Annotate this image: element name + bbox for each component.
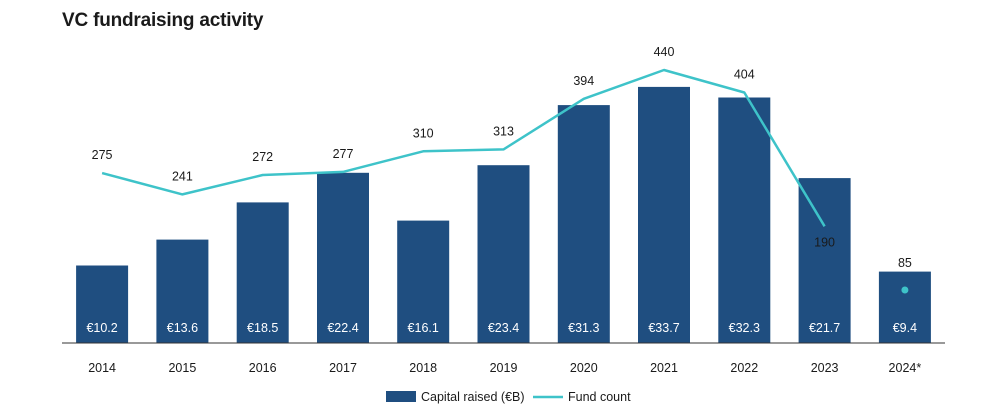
fund-count-label: 440 [654, 45, 675, 59]
bar-2015 [156, 239, 209, 343]
fund-count-label: 275 [92, 148, 113, 162]
bar-2014 [76, 265, 129, 343]
bar-2023 [798, 178, 851, 343]
bar-value-label: €13.6 [167, 321, 198, 335]
bar-value-label: €21.7 [809, 321, 840, 335]
fund-count-line [101, 68, 826, 227]
bar-2016 [236, 202, 289, 343]
bar-value-label: €32.3 [729, 321, 760, 335]
x-tick-label: 2017 [329, 361, 357, 375]
bar-value-label: €9.4 [893, 321, 917, 335]
fund-count-label: 85 [898, 256, 912, 270]
bar-2018 [397, 220, 450, 343]
x-tick-label: 2019 [490, 361, 518, 375]
chart-title: VC fundraising activity [62, 10, 264, 31]
bar-value-label: €16.1 [408, 321, 439, 335]
bar-value-label: €23.4 [488, 321, 519, 335]
bar-value-label: €18.5 [247, 321, 278, 335]
fund-count-label: 310 [413, 126, 434, 140]
bar-2021 [638, 86, 690, 344]
bar-2022 [718, 97, 771, 343]
x-tick-label: 2015 [168, 361, 196, 375]
bar-value-label: €10.2 [86, 321, 117, 335]
fund-count-label: 313 [493, 124, 514, 138]
legend-label-capital: Capital raised (€B) [421, 390, 525, 404]
fund-count-label: 277 [333, 147, 354, 161]
fund-count-point-2024 [901, 286, 909, 294]
x-tick-label: 2021 [650, 361, 678, 375]
x-tick-label: 2022 [730, 361, 758, 375]
fund-count-label: 190 [814, 235, 835, 249]
fund-count-label: 394 [573, 74, 594, 88]
bar-2020 [557, 105, 610, 343]
x-tick-label: 2020 [570, 361, 598, 375]
x-tick-label: 2014 [88, 361, 116, 375]
bar-2024 [878, 271, 931, 343]
bar-value-label: €33.7 [648, 321, 679, 335]
legend-swatch-capital [386, 391, 416, 402]
fund-count-label: 241 [172, 169, 193, 183]
x-tick-label: 2024* [889, 361, 922, 375]
legend-label-fund-count: Fund count [568, 390, 631, 404]
bar-2017 [317, 172, 369, 343]
x-tick-label: 2016 [249, 361, 277, 375]
x-tick-label: 2023 [811, 361, 839, 375]
bar-value-label: €31.3 [568, 321, 599, 335]
bar-2019 [477, 165, 530, 343]
fund-count-label: 272 [252, 150, 273, 164]
bar-value-label: €22.4 [327, 321, 358, 335]
fund-count-label: 404 [734, 68, 755, 82]
x-tick-label: 2018 [409, 361, 437, 375]
